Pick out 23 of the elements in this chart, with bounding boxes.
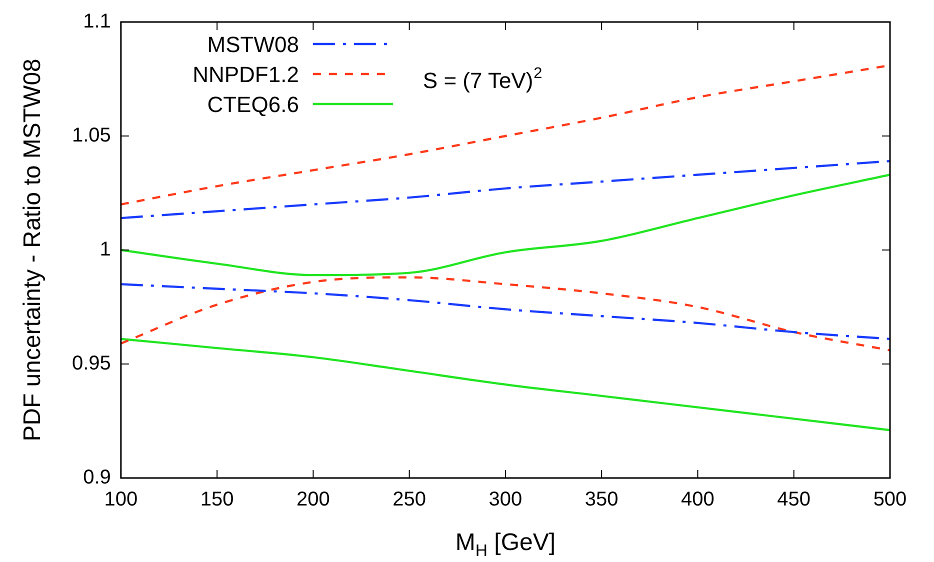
x-tick-label: 400 [681,488,714,511]
x-tick-label: 100 [104,488,138,511]
x-tick-label: 200 [296,488,330,511]
x-tick-label: 450 [777,488,811,511]
legend-label: CTEQ6.6 [207,92,299,117]
line-series [120,276,890,352]
line-series [120,160,890,220]
x-tick-label: 150 [200,488,234,511]
y-tick-label: 1.05 [72,124,111,147]
y-tick-label: 0.9 [83,466,111,489]
line-series [120,174,890,276]
legend-label: NNPDF1.2 [192,62,299,87]
line-series [120,338,890,432]
x-tick-label: 350 [584,488,618,511]
x-tick-label: 300 [488,488,522,511]
legend-label: MSTW08 [207,32,299,57]
y-tick-label: 0.95 [72,352,111,375]
x-tick-label: 250 [392,488,426,511]
line-series [120,283,890,340]
x-tick-label: 500 [873,488,907,511]
y-tick-label: 1.1 [83,10,111,33]
y-axis-title: PDF uncertainty - Ratio to MSTW08 [19,58,46,442]
y-tick-label: 1 [100,238,111,261]
